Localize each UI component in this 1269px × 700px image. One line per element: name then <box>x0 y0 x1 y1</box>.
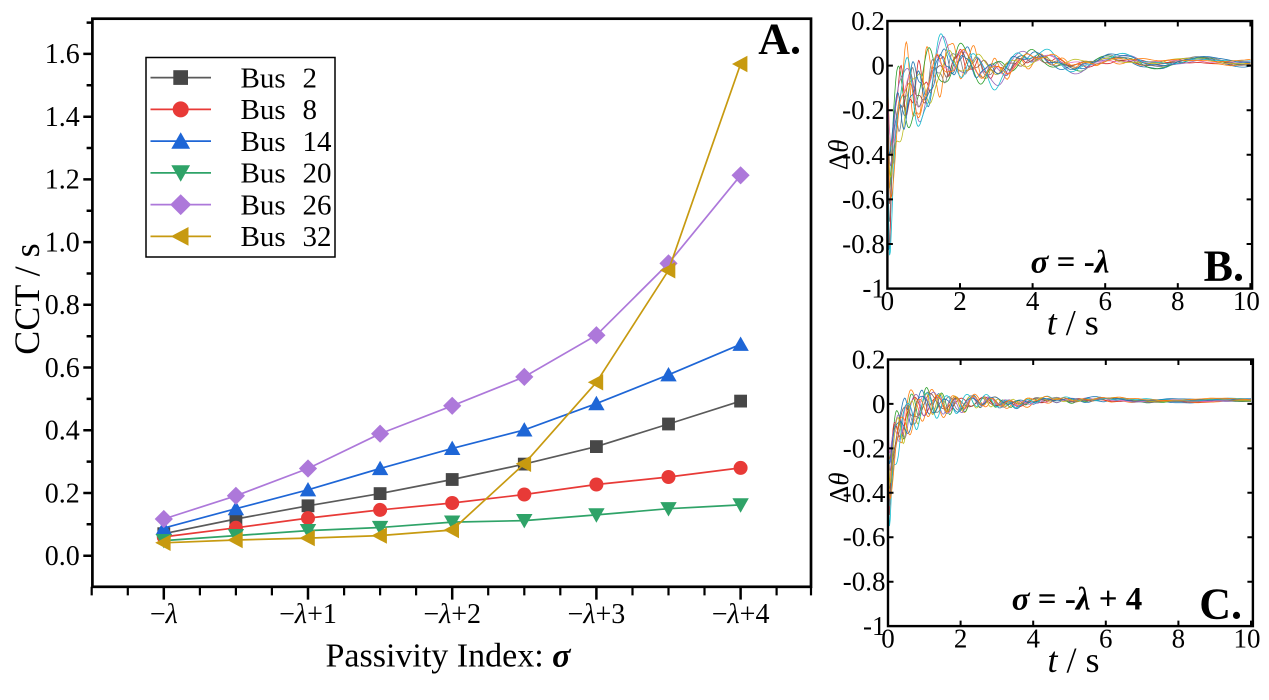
svg-text:-0.8: -0.8 <box>842 229 885 259</box>
svg-text:0.2: 0.2 <box>852 345 886 375</box>
svg-text:Bus: Bus <box>241 221 286 253</box>
svg-text:14: 14 <box>303 126 333 158</box>
svg-text:0.4: 0.4 <box>45 416 80 447</box>
svg-text:2: 2 <box>954 624 968 654</box>
svg-text:4: 4 <box>1026 286 1040 316</box>
svg-text:CCT / s: CCT / s <box>7 243 47 354</box>
svg-text:0: 0 <box>881 286 895 316</box>
svg-text:26: 26 <box>303 189 332 221</box>
svg-text:20: 20 <box>303 158 332 190</box>
svg-text:Bus: Bus <box>241 158 286 190</box>
svg-text:0.8: 0.8 <box>45 290 80 321</box>
svg-text:10: 10 <box>1233 286 1260 316</box>
svg-text:4: 4 <box>1026 624 1040 654</box>
svg-text:1.0: 1.0 <box>45 227 80 258</box>
svg-text:-0.2: -0.2 <box>843 433 886 463</box>
svg-text:Passivity Index: σ: Passivity Index: σ <box>326 638 573 675</box>
svg-text:A.: A. <box>758 14 801 63</box>
svg-text:−λ+3: −λ+3 <box>568 599 626 630</box>
svg-text:1.4: 1.4 <box>45 102 80 133</box>
svg-text:10: 10 <box>1234 624 1261 654</box>
svg-text:6: 6 <box>1099 624 1113 654</box>
svg-text:1.2: 1.2 <box>45 165 80 196</box>
svg-text:2: 2 <box>953 286 967 316</box>
svg-text:-0.4: -0.4 <box>842 140 885 170</box>
svg-text:0.6: 0.6 <box>45 353 80 384</box>
svg-text:-1: -1 <box>863 611 886 641</box>
svg-text:t / s: t / s <box>1047 303 1099 343</box>
svg-text:0: 0 <box>881 624 895 654</box>
svg-text:Bus: Bus <box>241 189 286 221</box>
svg-text:σ = -λ + 4: σ = -λ + 4 <box>1012 582 1143 618</box>
svg-text:Δθ: Δθ <box>824 472 854 503</box>
svg-text:1.6: 1.6 <box>45 39 80 70</box>
svg-text:32: 32 <box>303 221 332 253</box>
svg-text:0.0: 0.0 <box>45 541 80 572</box>
svg-text:−λ+4: −λ+4 <box>712 599 770 630</box>
svg-text:2: 2 <box>303 62 318 94</box>
svg-text:-0.2: -0.2 <box>842 95 885 125</box>
svg-text:0.2: 0.2 <box>851 6 885 36</box>
svg-text:−λ: −λ <box>150 599 178 630</box>
svg-text:Bus: Bus <box>241 62 286 94</box>
svg-text:-0.6: -0.6 <box>843 522 886 552</box>
svg-text:C.: C. <box>1199 580 1242 629</box>
svg-text:8: 8 <box>1172 624 1186 654</box>
svg-text:−λ+2: −λ+2 <box>423 599 481 630</box>
svg-text:−λ+1: −λ+1 <box>279 599 337 630</box>
svg-text:0.2: 0.2 <box>45 478 80 509</box>
svg-text:8: 8 <box>303 94 318 126</box>
svg-text:B.: B. <box>1204 242 1244 291</box>
svg-text:8: 8 <box>1171 286 1185 316</box>
svg-text:-0.8: -0.8 <box>843 567 886 597</box>
svg-text:Δθ: Δθ <box>823 139 853 170</box>
svg-text:-0.4: -0.4 <box>843 478 886 508</box>
svg-text:0: 0 <box>872 389 886 419</box>
svg-text:0: 0 <box>871 51 885 81</box>
svg-text:6: 6 <box>1098 286 1112 316</box>
svg-text:-1: -1 <box>862 274 885 304</box>
svg-text:σ = -λ: σ = -λ <box>1031 245 1110 281</box>
svg-text:-0.6: -0.6 <box>842 184 885 214</box>
svg-text:Bus: Bus <box>241 126 286 158</box>
svg-text:Bus: Bus <box>241 94 286 126</box>
svg-text:t / s: t / s <box>1047 640 1099 680</box>
